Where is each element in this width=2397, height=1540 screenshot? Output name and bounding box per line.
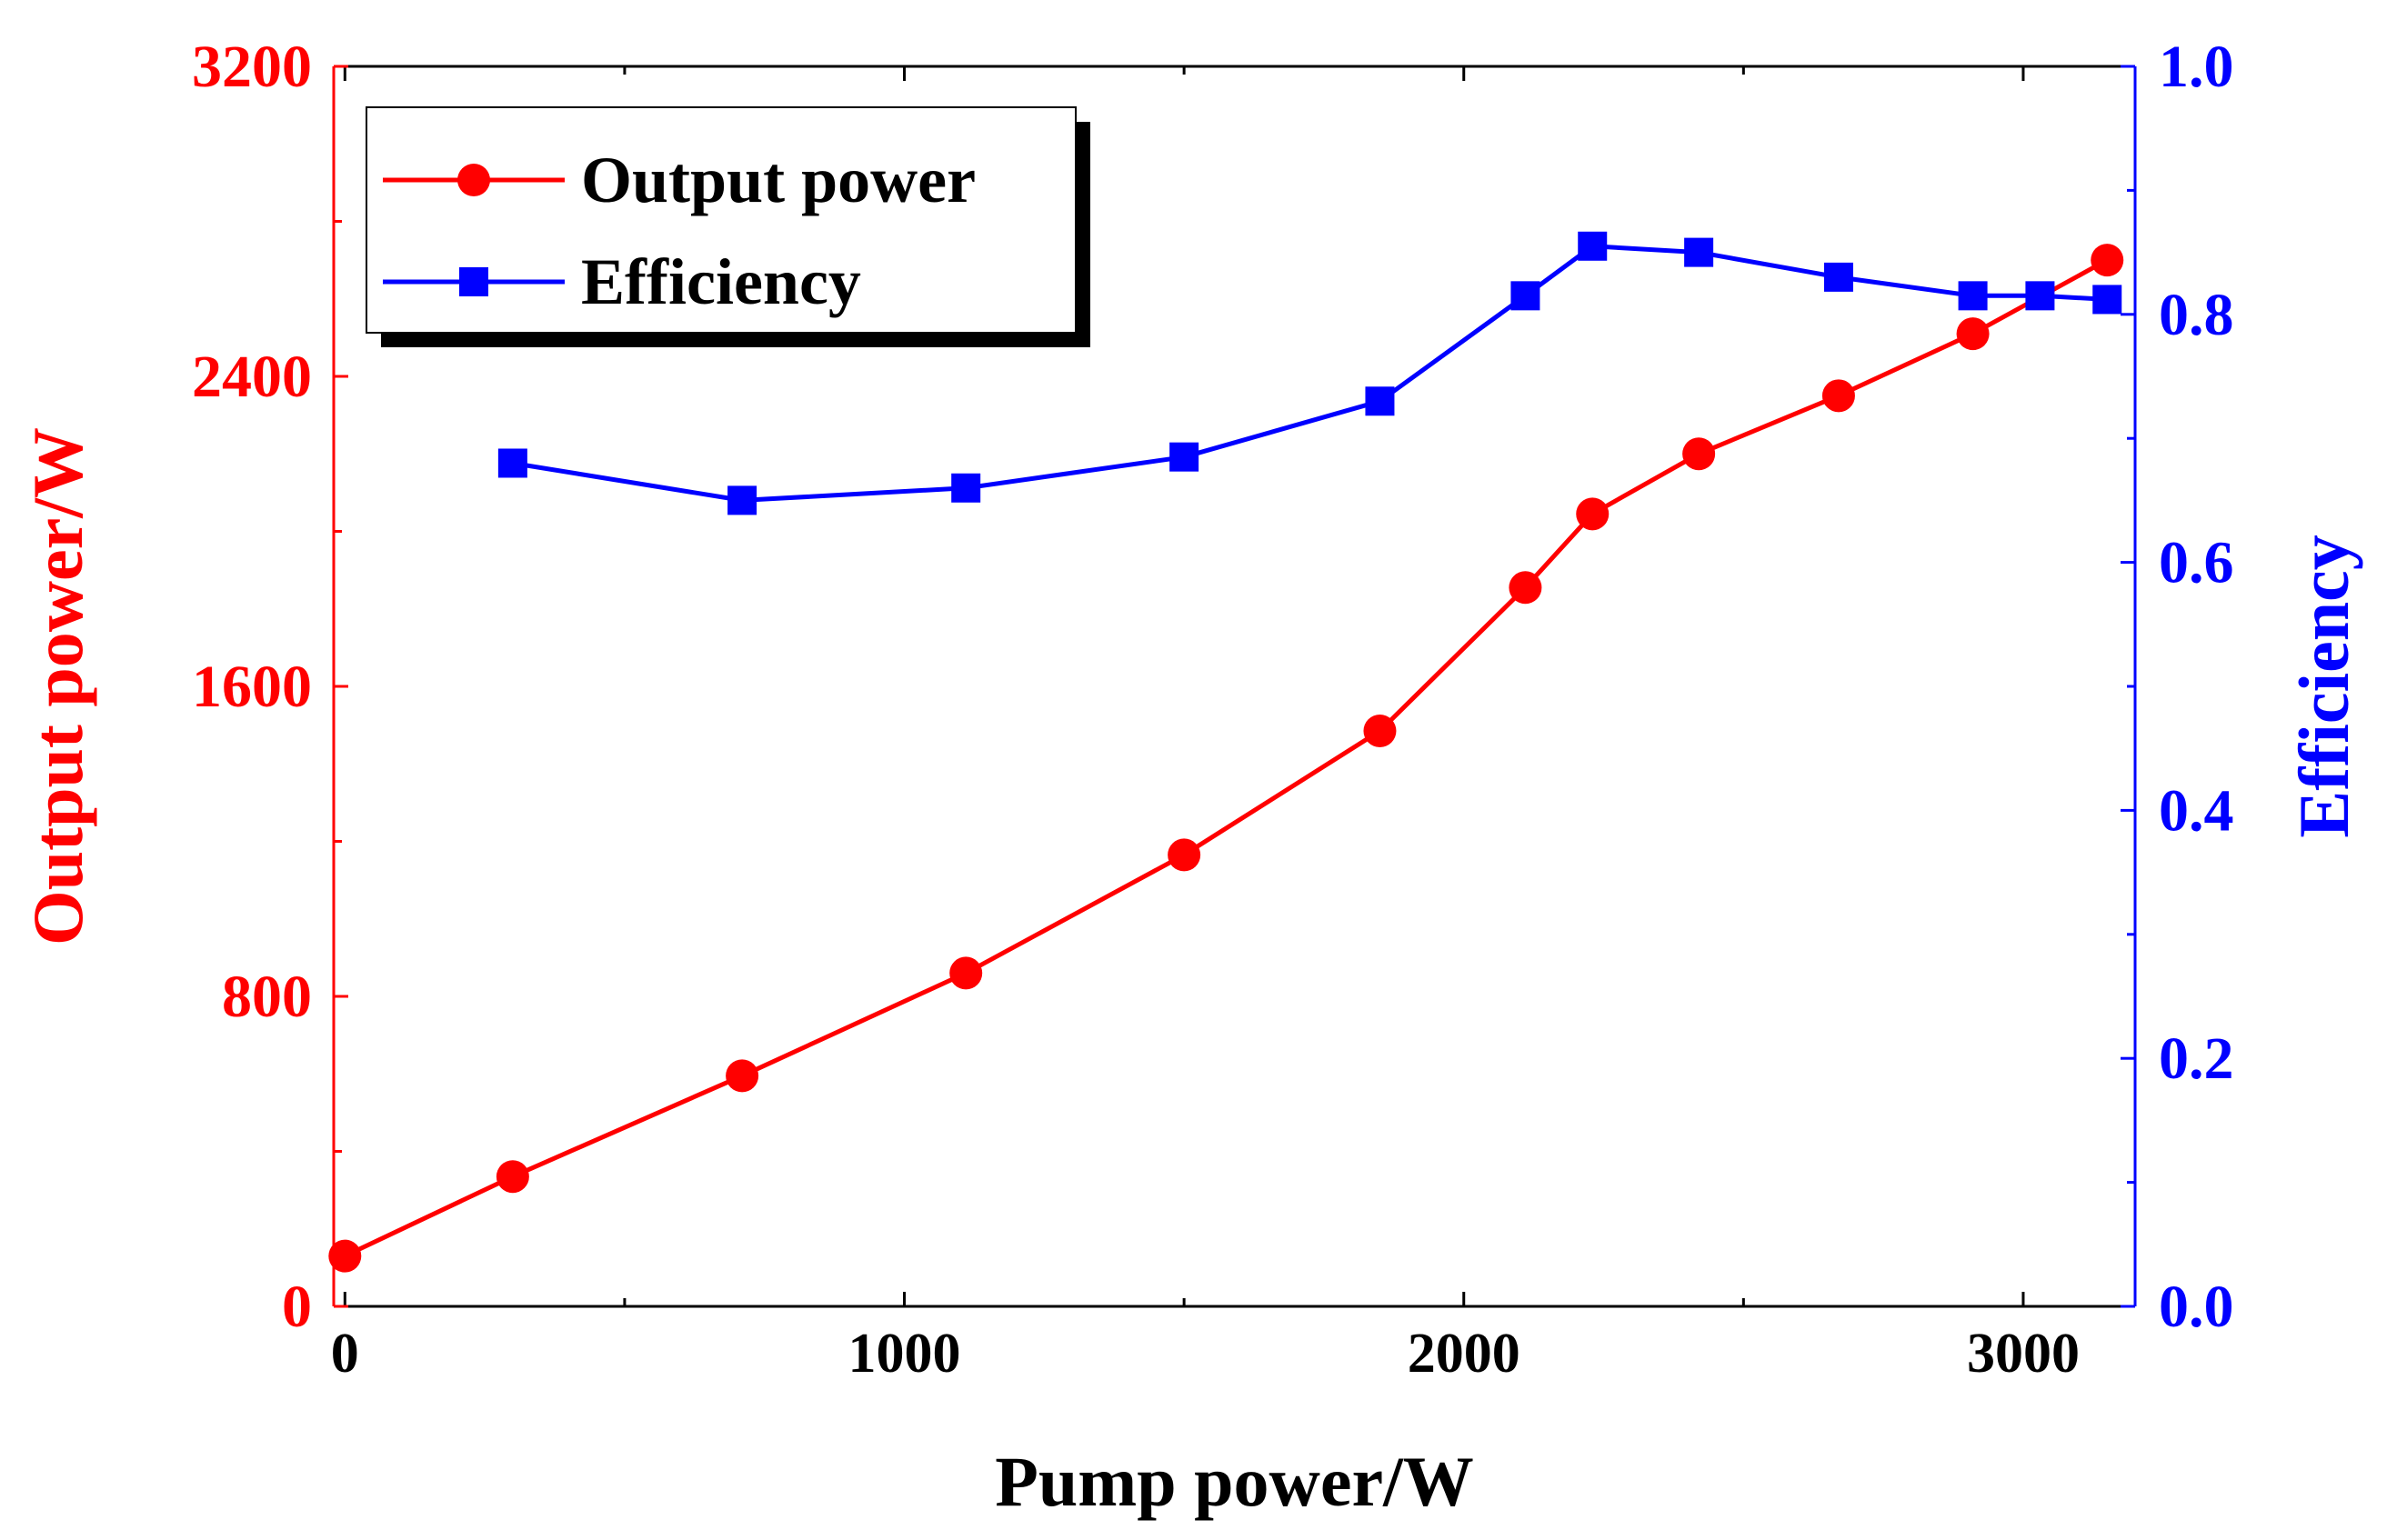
output-power-point: [1576, 497, 1610, 531]
efficiency-point: [2092, 285, 2122, 315]
y-right-tick-label: 0.8: [2159, 282, 2234, 348]
output-power-point: [1363, 715, 1397, 748]
output-power-point: [1509, 571, 1542, 605]
legend-label-1: Efficiency: [581, 245, 861, 318]
y-left-tick-label: 800: [222, 964, 312, 1030]
efficiency-point: [1169, 442, 1199, 472]
x-tick-label: 3000: [1967, 1323, 2080, 1385]
legend-label-0: Output power: [581, 144, 976, 216]
efficiency-point: [1958, 281, 1988, 311]
y-left-tick-label: 3200: [192, 34, 312, 100]
y-right-tick-label: 0.4: [2159, 777, 2234, 844]
output-power-point: [2091, 244, 2124, 277]
y-right-tick-label: 0.0: [2159, 1274, 2234, 1340]
y-left-tick-label: 2400: [192, 344, 312, 410]
y-left-tick-label: 0: [282, 1274, 312, 1340]
output-power-point: [328, 1239, 362, 1273]
efficiency-point: [2025, 281, 2055, 311]
efficiency-point: [1823, 262, 1853, 292]
efficiency-point: [951, 473, 981, 503]
y-right-tick-label: 0.2: [2159, 1025, 2234, 1092]
axis-ticks: 0 1000 2000 3000 0 800 1600 2400 3200 0.0 0.2 0.4 0.…: [192, 34, 2234, 1385]
x-tick-label: 2000: [1408, 1323, 1520, 1385]
output-power-point: [1682, 437, 1716, 471]
efficiency-point: [727, 485, 757, 515]
efficiency-point: [1684, 237, 1714, 267]
x-tick-label: 1000: [848, 1323, 961, 1385]
axis-titles: Pump power/W Output power/W Efficiency: [18, 427, 2363, 1521]
legend: Output power Efficiency: [366, 106, 1090, 347]
output-power-point: [496, 1160, 529, 1194]
y-right-tick-label: 0.6: [2159, 530, 2234, 596]
output-power-point: [1821, 379, 1855, 413]
right-y-axis-title: Efficiency: [2284, 535, 2363, 838]
y-left-tick-label: 1600: [192, 654, 312, 720]
efficiency-point: [1365, 386, 1395, 416]
output-power-point: [726, 1059, 759, 1093]
efficiency-point: [1578, 231, 1608, 261]
series-markers: [328, 231, 2124, 1273]
x-axis-title: Pump power/W: [995, 1442, 1474, 1521]
left-y-axis-title: Output power/W: [18, 427, 97, 945]
efficiency-point: [497, 448, 527, 478]
output-power-point: [1956, 317, 1990, 351]
output-power-point: [949, 956, 983, 990]
efficiency-point: [1510, 281, 1540, 311]
output-power-point: [1168, 838, 1201, 872]
legend-marker-square: [459, 267, 488, 296]
legend-marker-circle: [457, 164, 490, 196]
y-right-tick-label: 1.0: [2159, 34, 2234, 100]
series-line-output-power: [344, 257, 2109, 1258]
x-tick-label: 0: [331, 1323, 359, 1385]
